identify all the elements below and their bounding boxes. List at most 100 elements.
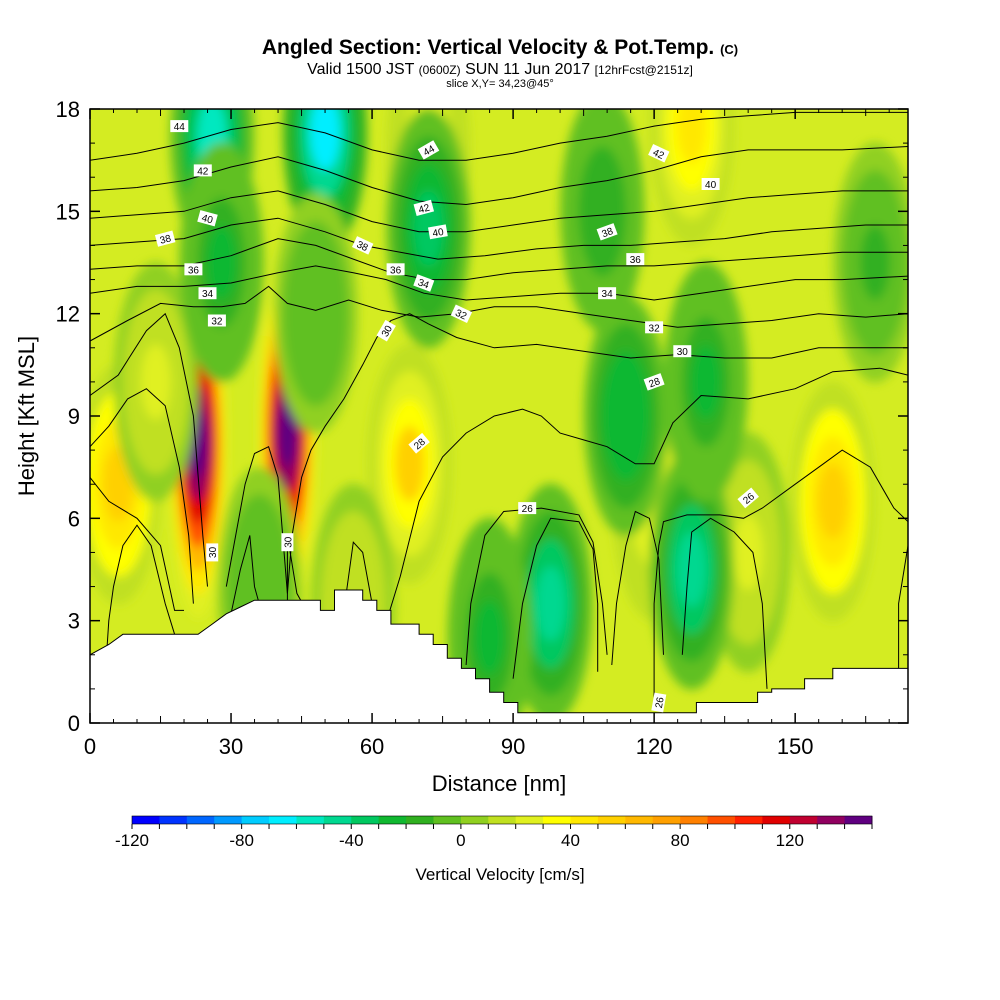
- theta-contour-28: [230, 535, 260, 614]
- theta-contour-24: [681, 517, 768, 689]
- valid-time-line: Valid 1500 JST (0600Z) SUN 11 Jun 2017 […: [0, 62, 1000, 78]
- contour-label-text: 32: [453, 308, 468, 323]
- contour-label-text: 38: [355, 239, 370, 254]
- colorbar-swatch: [652, 816, 681, 824]
- y-tick-label: 12: [56, 302, 80, 327]
- title-unit: (C): [720, 42, 739, 57]
- colorbar-frame: [131, 815, 873, 825]
- velocity-core: [676, 109, 707, 164]
- contour-label: 42: [648, 144, 670, 163]
- contour-label-text: 26: [522, 504, 534, 515]
- velocity-core: [676, 532, 707, 607]
- contour-label: 36: [184, 263, 203, 276]
- theta-contour-38: [90, 217, 908, 260]
- contour-label: 34: [413, 274, 435, 292]
- contour-label-text: 30: [283, 536, 294, 548]
- contour-label-text: 26: [654, 696, 667, 709]
- contour-label: 26: [518, 502, 537, 515]
- colorbar-swatch: [597, 816, 626, 824]
- velocity-core: [860, 225, 891, 300]
- contour-label: 40: [197, 210, 218, 227]
- velocity-core: [278, 399, 297, 467]
- valid-utc: (0600Z): [418, 63, 461, 77]
- contour-label: 38: [352, 236, 374, 255]
- x-tick-label: 60: [360, 734, 384, 759]
- colorbar-swatch: [323, 816, 352, 824]
- x-tick-label: 0: [84, 734, 96, 759]
- theta-contour-30: [90, 312, 208, 587]
- contour-label: 32: [207, 314, 226, 328]
- colorbar-swatch: [406, 816, 434, 824]
- velocity-core: [300, 276, 331, 352]
- contour-label-text: 34: [416, 277, 431, 291]
- contour-label: 30: [206, 543, 219, 562]
- theta-contour-26: [653, 449, 908, 710]
- contour-label-text: 30: [380, 324, 395, 340]
- colorbar-swatch: [269, 816, 297, 824]
- contour-label: 30: [281, 533, 294, 552]
- colorbar-tick-label: 120: [776, 831, 804, 850]
- contour-label: 28: [643, 373, 665, 391]
- colorbar-swatch: [488, 816, 517, 824]
- colorbar-tick-label: 80: [671, 831, 690, 850]
- terrain: [89, 589, 909, 724]
- theta-contour-44: [90, 111, 908, 161]
- contour-label-text: 38: [159, 233, 173, 247]
- contour-label-text: 34: [202, 289, 214, 300]
- colorbar-tick-label: -120: [115, 831, 149, 850]
- colorbar-tick-label: -40: [339, 831, 364, 850]
- contour-label-text: 42: [417, 202, 431, 216]
- velocity-core: [310, 109, 341, 171]
- chart-title-line: Angled Section: Vertical Velocity & Pot.…: [0, 36, 1000, 62]
- y-tick-label: 15: [56, 199, 80, 224]
- velocity-core: [690, 344, 721, 420]
- contour-label: 38: [154, 230, 176, 247]
- theta-contour-24: [898, 545, 908, 696]
- contour-label: 36: [626, 253, 645, 266]
- contour-label-text: 30: [677, 347, 689, 358]
- colorbar-swatch: [734, 816, 763, 824]
- y-axis-label: Height [Kft MSL]: [14, 336, 39, 496]
- contour-label: 36: [386, 263, 405, 276]
- contour-label-text: 44: [422, 143, 438, 158]
- colorbar-swatch: [132, 816, 160, 824]
- contour-label: 34: [598, 287, 617, 300]
- colorbar-swatch: [433, 816, 462, 824]
- velocity-core: [535, 566, 566, 642]
- colorbar-swatch: [625, 816, 654, 824]
- velocity-core: [610, 378, 641, 454]
- contour-label-text: 42: [651, 147, 666, 162]
- velocity-core: [206, 225, 237, 300]
- slice-info: slice X,Y= 34,23@45°: [446, 78, 554, 90]
- theta-contour-30: [225, 313, 908, 594]
- theta-contour-24: [512, 517, 599, 679]
- contour-label: 38: [596, 223, 618, 241]
- colorbar-swatch: [817, 816, 846, 824]
- chart-title: Angled Section: Vertical Velocity & Pot.…: [261, 36, 715, 59]
- colorbar-swatch: [378, 816, 407, 824]
- colorbar-swatch: [241, 816, 270, 824]
- colorbar-swatch: [680, 816, 709, 824]
- contour-label: 40: [701, 178, 720, 191]
- contour-label-text: 36: [390, 265, 402, 276]
- colorbar-swatch: [296, 816, 325, 824]
- contour-label-text: 32: [649, 323, 661, 334]
- velocity-core: [733, 514, 764, 590]
- y-tick-label: 9: [68, 404, 80, 429]
- theta-contour-32: [90, 285, 908, 342]
- theta-contour-40: [90, 190, 908, 233]
- contour-label: 42: [413, 199, 435, 216]
- colorbar-swatch: [460, 816, 489, 824]
- contour-label-text: 38: [601, 226, 616, 240]
- colorbar-swatch: [159, 816, 188, 824]
- theta-contour-28: [90, 388, 194, 604]
- colorbar-swatch: [351, 816, 380, 824]
- y-tick-label: 6: [68, 506, 80, 531]
- theta-contour-24: [103, 524, 176, 693]
- colorbar-swatch: [515, 816, 544, 824]
- contour-label-text: 40: [200, 213, 214, 227]
- contour-label: 26: [651, 692, 667, 713]
- contour-label: 30: [673, 345, 692, 358]
- theta-contour-34: [90, 265, 908, 301]
